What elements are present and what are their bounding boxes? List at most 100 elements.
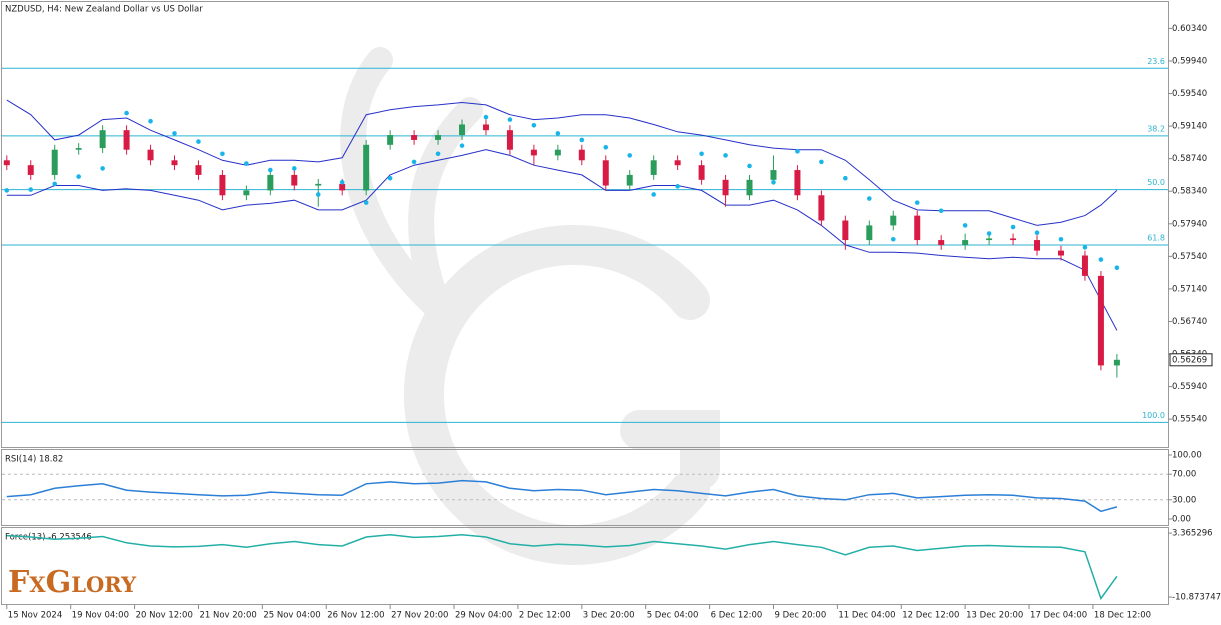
candle-body [27,165,34,175]
candle-body [986,238,993,241]
pane-label: RSI(14) 18.82 [5,455,63,465]
y-tick-label: 0.59540 [1172,89,1207,99]
candle-body [602,160,609,186]
last-price-label: 0.56269 [1172,355,1207,365]
sar-dot [411,159,417,165]
sar-dot [723,153,728,158]
candle-body [387,135,394,145]
watermark-flame [340,47,483,320]
sar-dot [555,131,561,136]
sar-dot [699,151,704,157]
sar-dot [747,163,752,169]
main-pane-frame [1,1,1169,448]
y-tick-label: 0.55540 [1172,415,1207,425]
sar-dot [914,200,920,205]
sar-dot [1010,224,1016,230]
candle-body [890,215,897,226]
sar-dot [603,144,609,150]
logo: FxGlory [8,565,137,600]
candle-body [866,225,873,241]
candle-body [698,165,705,180]
rsi-pane-frame [1,449,1169,526]
candle-body [482,124,489,131]
x-tick-label: 6 Dec 12:00 [711,611,763,621]
sar-dot [938,208,944,214]
sar-dot [1098,257,1104,262]
candle-body [554,149,561,156]
candle-body [219,174,226,196]
candle-body [650,160,657,175]
sar-dot [675,184,680,189]
y-tick-label: 0.57540 [1172,252,1207,262]
y-tick-label: 0.58340 [1172,187,1207,197]
candle-body [339,183,346,191]
candle-body [99,130,106,149]
candle-body [75,148,82,150]
sar-dot [291,166,297,171]
x-tick-label: 21 Nov 20:00 [199,611,256,621]
x-tick-label: 12 Dec 12:00 [902,611,959,621]
candle-body [123,130,130,150]
sar-dot [579,137,585,143]
candle-body [842,220,849,241]
sar-dot [962,223,968,228]
candle-body [626,174,633,186]
x-tick-label: 5 Dec 04:00 [647,611,699,621]
candle-body [267,174,274,191]
y-tick-label: 70.00 [1172,470,1196,480]
sar-dot [172,131,177,136]
band-lower [6,149,1118,331]
candle-body [315,183,322,186]
candle-body [794,170,801,196]
candle-body [1097,275,1104,366]
sar-dot [986,231,992,236]
sar-dot [1034,230,1040,236]
x-tick-label: 9 Dec 20:00 [774,611,826,621]
sar-dot [100,166,105,171]
force-pane-frame [1,527,1169,605]
candle-body [459,124,466,136]
x-tick-label: 3 Dec 20:00 [583,611,635,621]
sar-dot [28,187,34,192]
candle-body [195,165,202,175]
x-tick-label: 2 Dec 12:00 [519,611,571,621]
candle-body [411,135,418,140]
sar-dot [651,192,656,197]
sar-dot [531,122,537,128]
y-tick-label: 0.00 [1172,514,1191,524]
candle-body [1057,250,1064,256]
sar-dot [76,174,81,179]
last-price-box [1169,353,1213,367]
x-tick-label: 13 Dec 20:00 [966,611,1023,621]
sar-dot [435,151,441,157]
candle-body [506,130,513,150]
candle-body [147,149,154,161]
sar-dot [244,161,249,166]
sar-dot [4,188,10,193]
candle-body [674,160,681,166]
band-upper [6,99,1118,226]
sar-dot [459,143,465,148]
sar-dot [819,159,824,165]
candle-body [3,160,10,166]
sar-dot [268,167,273,173]
fib-label: 61.8 [1147,233,1165,242]
sar-dot [148,118,153,124]
sar-dot [795,149,800,154]
x-tick-label: 26 Nov 12:00 [327,611,384,621]
y-tick-label: 0.59940 [1172,56,1207,66]
x-tick-label: 27 Nov 20:00 [391,611,448,621]
x-tick-label: 18 Dec 12:00 [1094,611,1151,621]
y-tick-label: 0.55940 [1172,382,1207,392]
candle-body [938,240,945,245]
candle-body [746,179,753,196]
watermark [340,47,720,565]
candle-body [962,240,969,245]
watermark-arc [404,225,710,565]
candle-body [578,149,585,161]
sar-dot [339,179,345,185]
pane-label: Force(13) -6.253546 [5,533,92,543]
sar-dot [1058,236,1064,242]
x-tick-label: 25 Nov 04:00 [263,611,320,621]
y-tick-label: 0.57940 [1172,219,1207,229]
